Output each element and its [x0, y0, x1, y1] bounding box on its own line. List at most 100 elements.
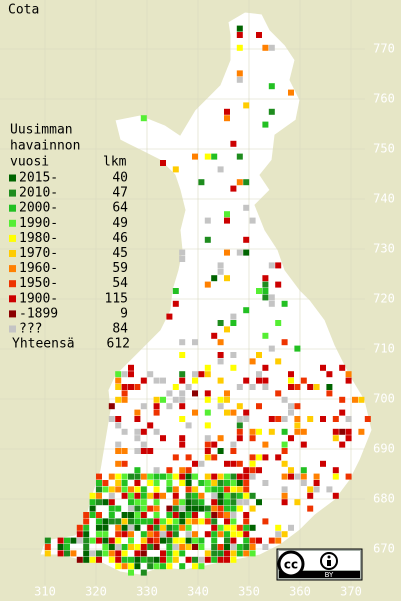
observation-square — [179, 537, 186, 544]
observation-square — [275, 531, 282, 538]
observation-square — [249, 460, 256, 467]
observation-square — [96, 492, 102, 499]
observation-square — [236, 384, 243, 390]
observation-square — [140, 428, 147, 435]
observation-square — [320, 460, 326, 467]
observation-square — [243, 480, 250, 486]
observation-square — [236, 499, 243, 506]
observation-square — [243, 204, 250, 211]
observation-square — [121, 518, 128, 525]
observation-square — [128, 556, 134, 563]
observation-square — [166, 563, 173, 570]
observation-square — [64, 537, 70, 544]
observation-square — [179, 544, 186, 550]
observation-square — [121, 480, 128, 486]
observation-square — [166, 390, 173, 397]
observation-square — [204, 518, 211, 525]
observation-square — [294, 428, 301, 435]
observation-square — [281, 428, 288, 435]
observation-square — [320, 416, 326, 422]
observation-square — [256, 371, 262, 378]
observation-square — [358, 428, 365, 435]
observation-square — [153, 428, 160, 435]
observation-square — [217, 556, 224, 563]
observation-square — [147, 537, 154, 544]
legend-swatch — [9, 310, 16, 318]
observation-square — [204, 236, 211, 243]
observation-square — [243, 531, 250, 538]
observation-square — [172, 492, 179, 499]
observation-square — [57, 544, 64, 550]
observation-square — [332, 467, 339, 474]
observation-square — [166, 537, 173, 544]
observation-square — [211, 518, 218, 525]
observation-square — [83, 550, 90, 557]
observation-square — [147, 518, 154, 525]
observation-square — [153, 518, 160, 525]
observation-square — [140, 403, 147, 410]
observation-square — [185, 480, 192, 486]
observation-square — [140, 377, 147, 384]
observation-square — [185, 384, 192, 390]
observation-square — [179, 505, 186, 512]
observation-square — [83, 531, 90, 538]
legend-count: 46 — [112, 231, 128, 246]
observation-square — [217, 512, 224, 518]
observation-square — [147, 422, 154, 429]
observation-square — [115, 480, 122, 486]
observation-square — [262, 518, 269, 525]
observation-square — [134, 416, 141, 422]
observation-square — [128, 518, 134, 525]
legend-count: 115 — [105, 291, 128, 306]
observation-square — [230, 499, 237, 506]
observation-square — [185, 473, 192, 480]
observation-square — [115, 563, 122, 570]
observation-square — [83, 512, 90, 518]
observation-square — [224, 326, 230, 333]
observation-square — [179, 480, 186, 486]
legend-swatch — [9, 234, 16, 242]
x-tick-label: 330 — [136, 585, 158, 599]
observation-square — [153, 403, 160, 410]
y-tick-label: 680 — [373, 492, 395, 506]
observation-square — [243, 467, 250, 474]
observation-square — [192, 390, 198, 397]
observation-square — [256, 454, 262, 461]
observation-square — [128, 569, 134, 576]
observation-square — [121, 544, 128, 550]
observation-square — [262, 281, 269, 288]
observation-square — [172, 524, 179, 531]
observation-square — [172, 300, 179, 307]
legend-count-heading: lkm — [103, 155, 127, 170]
observation-square — [44, 537, 51, 544]
observation-square — [204, 512, 211, 518]
observation-square — [198, 492, 205, 499]
observation-square — [211, 454, 218, 461]
observation-square — [230, 364, 237, 371]
observation-square — [89, 550, 96, 557]
legend-count: 54 — [112, 276, 128, 291]
observation-square — [192, 492, 198, 499]
observation-square — [288, 89, 294, 96]
observation-square — [204, 409, 211, 416]
observation-square — [256, 499, 262, 506]
observation-square — [153, 499, 160, 506]
observation-square — [140, 518, 147, 525]
observation-square — [134, 428, 141, 435]
observation-square — [179, 499, 186, 506]
observation-square — [147, 544, 154, 550]
observation-square — [211, 480, 218, 486]
observation-square — [268, 44, 275, 51]
observation-square — [185, 499, 192, 506]
observation-square — [268, 345, 275, 352]
observation-square — [192, 473, 198, 480]
observation-square — [147, 371, 154, 378]
observation-square — [211, 512, 218, 518]
observation-square — [236, 524, 243, 531]
observation-square — [249, 537, 256, 544]
observation-square — [83, 518, 90, 525]
observation-square — [102, 486, 109, 493]
observation-square — [83, 537, 90, 544]
legend-label: ??? — [19, 322, 42, 337]
observation-square — [236, 550, 243, 557]
